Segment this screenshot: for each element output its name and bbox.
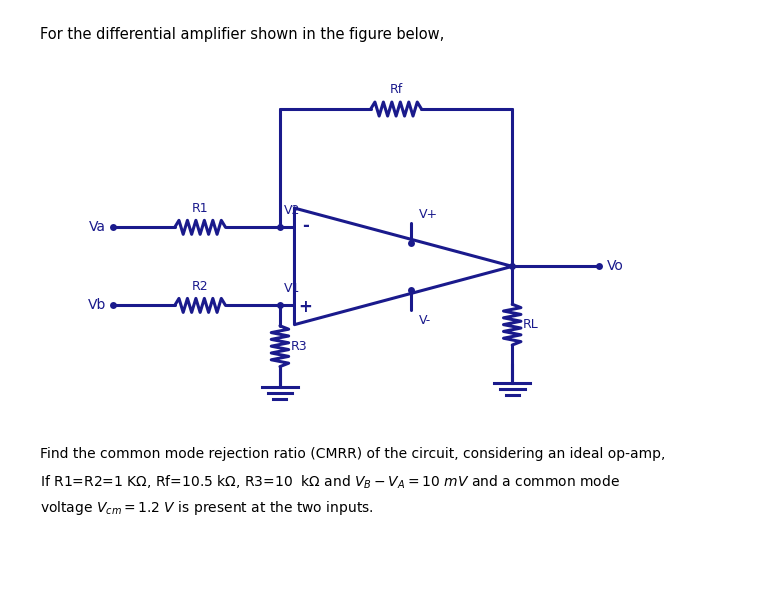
- Text: Vo: Vo: [607, 259, 623, 274]
- Text: R3: R3: [290, 340, 308, 353]
- Text: Vb: Vb: [88, 298, 106, 313]
- Text: voltage $V_{cm} = 1.2\ V$ is present at the two inputs.: voltage $V_{cm} = 1.2\ V$ is present at …: [41, 499, 374, 518]
- Text: RL: RL: [523, 318, 539, 331]
- Text: Rf: Rf: [389, 83, 402, 96]
- Text: For the differential amplifier shown in the figure below,: For the differential amplifier shown in …: [41, 27, 445, 43]
- Text: R1: R1: [192, 202, 208, 215]
- Text: -: -: [302, 216, 309, 235]
- Text: If R1=R2=1 K$\Omega$, Rf=10.5 k$\Omega$, R3=10  k$\Omega$ and $V_B - V_A = 10\ m: If R1=R2=1 K$\Omega$, Rf=10.5 k$\Omega$,…: [41, 473, 620, 491]
- Text: V2: V2: [283, 204, 300, 217]
- Text: Find the common mode rejection ratio (CMRR) of the circuit, considering an ideal: Find the common mode rejection ratio (CM…: [41, 447, 666, 461]
- Text: V-: V-: [420, 314, 431, 327]
- Text: Va: Va: [88, 220, 106, 234]
- Text: +: +: [298, 298, 312, 316]
- Text: R2: R2: [192, 280, 208, 293]
- Text: V1: V1: [283, 282, 300, 295]
- Text: V+: V+: [420, 208, 438, 221]
